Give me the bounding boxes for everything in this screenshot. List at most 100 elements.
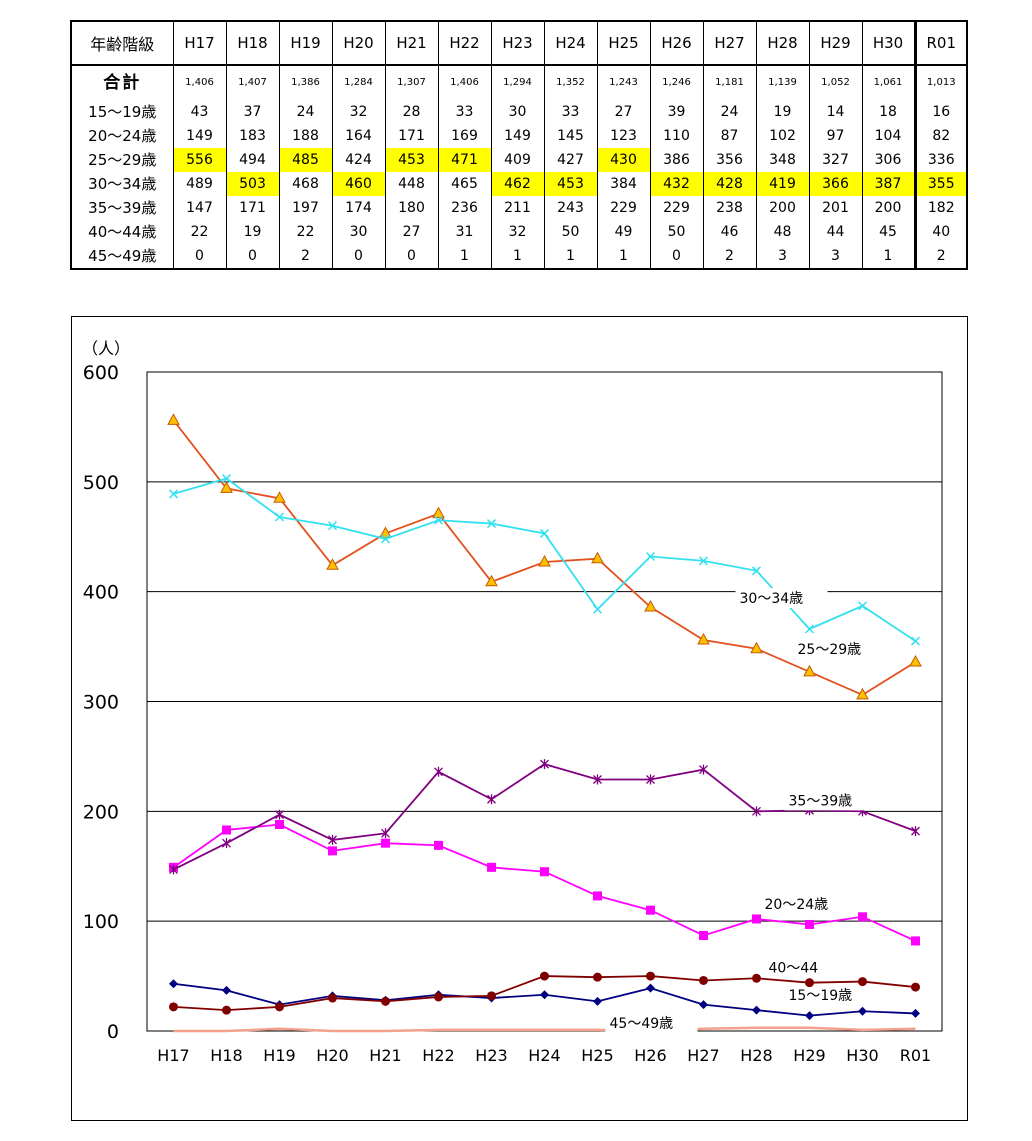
table-cell: 188: [278, 124, 332, 148]
table-cell: 30: [490, 100, 544, 124]
table-cell: 182: [913, 196, 967, 220]
table-cell: 0: [649, 244, 703, 269]
table-cell: 200: [755, 196, 809, 220]
table-cell: 19: [755, 100, 809, 124]
year-header: H30: [861, 20, 916, 66]
table-row: 20～24歳 149 183 188 164 171 169 149 145 123 110 87 10…: [70, 124, 967, 148]
table-cell: 386: [649, 148, 703, 172]
data-point: [381, 996, 390, 1006]
table-cell: 50: [543, 220, 597, 244]
table-cell: 1,307: [384, 65, 438, 100]
data-point: [805, 919, 814, 929]
data-point: [593, 972, 602, 982]
data-point: [487, 794, 496, 805]
year-header: H20: [331, 20, 386, 66]
data-point: [379, 526, 392, 538]
data-point: [222, 985, 231, 995]
data-point: [699, 1000, 708, 1010]
data-point: [273, 491, 286, 503]
data-point: [169, 864, 178, 875]
data-point: [699, 975, 708, 985]
row-label: 30～34歳: [70, 172, 173, 196]
series-label-bg: [793, 638, 886, 659]
x-tick-label: H24: [528, 1046, 560, 1065]
data-point: [592, 604, 603, 614]
table-cell: 46: [702, 220, 756, 244]
year-header: H24: [543, 20, 598, 66]
table-cell: 2: [913, 244, 967, 269]
table-cell: 1: [543, 244, 597, 269]
table-cell: 102: [755, 124, 809, 148]
year-header: R01: [913, 20, 968, 66]
series-label: 15～19歳: [789, 988, 853, 1004]
data-point: [432, 506, 445, 519]
table-cell: 40: [913, 220, 967, 244]
x-tick-label: H20: [316, 1046, 348, 1065]
table-cell: 448: [384, 172, 438, 196]
data-point: [698, 556, 709, 566]
year-header: H27: [702, 20, 757, 66]
data-point: [804, 624, 815, 634]
data-point: [539, 528, 550, 538]
data-point: [752, 973, 761, 983]
data-point: [434, 992, 443, 1002]
table-cell: 32: [331, 100, 385, 124]
year-header: H17: [172, 20, 227, 66]
table-row: 25～29歳 556 494 485 424 453 471 409 427 430 386 356 3…: [70, 148, 967, 172]
series-label: 35～39歳: [789, 793, 853, 809]
data-point: [540, 867, 549, 877]
table-cell: 28: [384, 100, 438, 124]
data-point: [805, 978, 814, 988]
data-point: [911, 936, 920, 946]
data-point: [326, 558, 339, 570]
table-cell: 110: [649, 124, 703, 148]
data-point: [381, 828, 390, 839]
table-cell: 43: [172, 100, 226, 124]
data-point: [751, 566, 762, 576]
table-cell: 44: [808, 220, 862, 244]
data-point: [858, 1006, 867, 1016]
table-cell: 37: [225, 100, 279, 124]
series-label-bg: [784, 790, 877, 811]
data-point: [540, 990, 549, 1000]
data-point: [593, 996, 602, 1006]
data-point: [221, 474, 232, 484]
table-cell: 0: [172, 244, 226, 269]
chart-frame: 0 100 200 300 400 500 600 （人） H17 H18 H19 H20 H21 H22…: [71, 316, 968, 1121]
data-point: [911, 826, 920, 837]
table-cell: 1,243: [596, 65, 650, 100]
table-cell: 1,052: [808, 65, 862, 100]
table-cell: 468: [278, 172, 332, 196]
data-point: [752, 806, 761, 817]
data-point: [805, 1011, 814, 1021]
table-cell: 1,386: [278, 65, 332, 100]
table-cell: 164: [331, 124, 385, 148]
table-cell: 1,407: [225, 65, 279, 100]
table-cell: 211: [490, 196, 544, 220]
table-cell: 201: [808, 196, 862, 220]
year-header: H28: [755, 20, 810, 66]
table-cell: 19: [225, 220, 279, 244]
row-label: 45～49歳: [70, 244, 173, 269]
data-point: [752, 1005, 761, 1015]
x-tick-label: H27: [687, 1046, 719, 1065]
row-label: 25～29歳: [70, 148, 173, 172]
table-cell: 123: [596, 124, 650, 148]
data-table: 年齢階級 H17 H18 H19 H20 H21 H22 H23 H24 H25 H26 H27 H2…: [70, 20, 968, 270]
table-cell: 409: [490, 148, 544, 172]
data-point: [222, 838, 231, 849]
table-cell: 1,294: [490, 65, 544, 100]
table-cell: 1: [490, 244, 544, 269]
y-unit-label: （人）: [82, 339, 130, 358]
x-tick-label: H17: [157, 1046, 189, 1065]
data-point: [646, 971, 655, 981]
table-cell: 14: [808, 100, 862, 124]
data-point: [856, 687, 869, 700]
table-cell: 32: [490, 220, 544, 244]
table-cell: 31: [437, 220, 491, 244]
table-cell: 45: [861, 220, 915, 244]
data-point: [380, 534, 391, 544]
data-point: [697, 632, 710, 645]
year-header: H29: [808, 20, 863, 66]
data-point: [434, 766, 443, 777]
